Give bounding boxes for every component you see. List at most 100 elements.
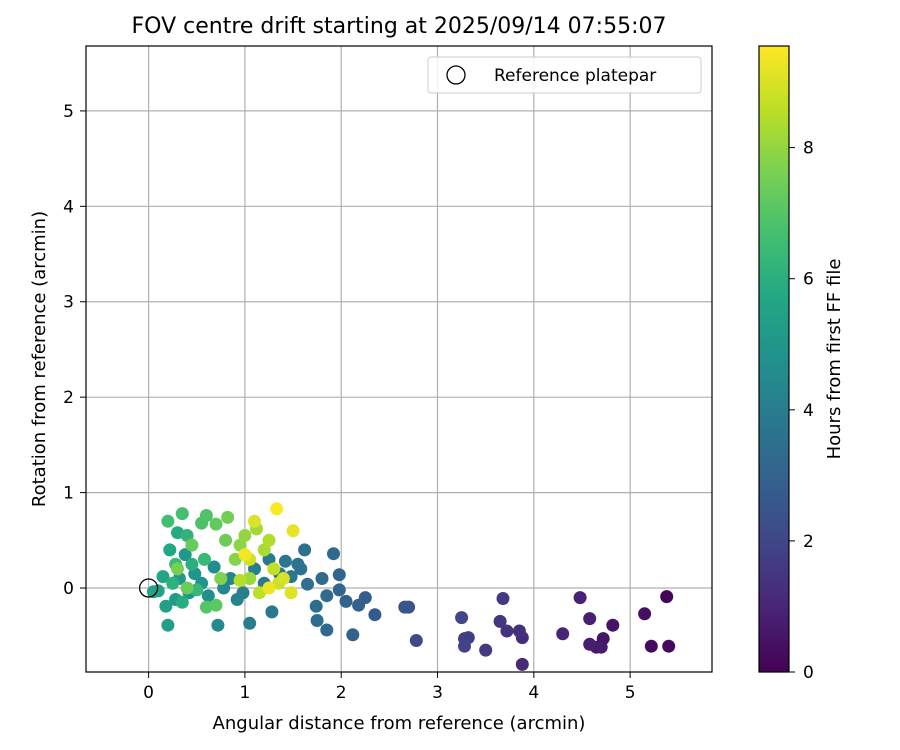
data-point [146, 585, 160, 599]
data-point [409, 634, 423, 647]
data-point [159, 599, 173, 613]
data-point [594, 640, 608, 654]
data-point [352, 598, 366, 612]
colorbar-tick-label: 6 [803, 270, 814, 290]
data-point [458, 639, 471, 653]
data-point [238, 548, 252, 562]
colorbar-tick-label: 4 [803, 401, 814, 421]
data-point [233, 573, 247, 587]
data-point [211, 618, 225, 632]
data-point [199, 509, 213, 522]
plot-frame [85, 45, 713, 673]
data-point [284, 586, 298, 600]
data-point [310, 614, 324, 627]
x-tick-label: 2 [336, 683, 347, 703]
x-tick-label: 5 [625, 683, 636, 703]
data-point [479, 643, 493, 657]
y-tick-label: 5 [63, 102, 74, 122]
data-point [573, 591, 587, 605]
y-tick-label: 0 [63, 579, 74, 599]
data-point [262, 581, 276, 595]
y-tick-label: 4 [63, 197, 74, 217]
data-point [286, 524, 300, 538]
data-point [243, 616, 257, 630]
colorbar-tick-label: 2 [803, 532, 814, 552]
data-point [638, 607, 652, 621]
legend: Reference platepar [427, 56, 702, 94]
data-point [201, 589, 215, 603]
data-point [327, 547, 340, 561]
data-point [180, 581, 194, 595]
data-point [248, 514, 261, 528]
data-point [606, 618, 620, 632]
data-point [320, 589, 334, 603]
data-point [219, 533, 233, 547]
data-point [185, 538, 199, 552]
x-tick-label: 1 [239, 683, 250, 703]
data-point [556, 627, 570, 641]
data-point [171, 562, 184, 576]
data-point [207, 560, 221, 574]
data-point [398, 600, 412, 614]
data-points [146, 502, 676, 671]
data-point [493, 614, 507, 628]
data-point [257, 543, 271, 557]
colorbar-label: Hours from first FF file [824, 259, 845, 460]
legend-marker-reference [446, 65, 466, 85]
data-point [315, 572, 329, 585]
x-tick-label: 0 [143, 683, 154, 703]
data-point [163, 543, 177, 557]
data-point [190, 583, 204, 597]
data-point [346, 628, 360, 642]
data-point [252, 586, 266, 600]
y-axis-label: Rotation from reference (arcmin) [29, 211, 50, 507]
y-tick-label: 3 [63, 293, 74, 313]
data-point [178, 548, 192, 562]
data-point [500, 624, 514, 638]
colorbar-tick-label: 8 [803, 139, 814, 159]
data-point [175, 595, 189, 609]
data-point [298, 543, 312, 557]
data-point [230, 593, 244, 606]
data-point [291, 557, 305, 571]
data-point [198, 552, 211, 566]
legend-box [427, 56, 702, 94]
colorbar-ticks: 0 2 4 6 8 [789, 139, 814, 683]
data-point [332, 568, 346, 582]
axis-ticks: 0 1 2 3 4 5 0 1 2 3 4 5 [63, 102, 635, 703]
data-point [496, 592, 510, 605]
data-point [320, 623, 334, 637]
data-point [185, 557, 199, 571]
data-point [161, 514, 175, 528]
data-point [332, 583, 346, 597]
data-point [209, 517, 223, 531]
data-point [180, 529, 194, 542]
data-point [267, 562, 281, 576]
data-point [265, 605, 279, 619]
data-point [301, 577, 314, 591]
x-tick-label: 3 [432, 683, 443, 703]
data-point [339, 594, 353, 608]
data-point [278, 554, 292, 568]
x-axis-label: Angular distance from reference (arcmin) [213, 713, 586, 734]
data-point [644, 639, 658, 653]
data-point [270, 502, 284, 516]
reference-layer [138, 578, 159, 598]
data-point [276, 572, 290, 585]
x-tick-label: 4 [528, 683, 539, 703]
data-point [228, 552, 242, 566]
data-point [161, 618, 175, 632]
reference-platepar-marker [138, 578, 159, 598]
colorbar-tick-label: 0 [803, 663, 814, 683]
data-point [368, 608, 382, 622]
chart-title: FOV centre drift starting at 2025/09/14 … [132, 14, 667, 39]
grid [86, 46, 712, 672]
data-point [214, 572, 228, 585]
data-point [309, 599, 323, 613]
data-point [662, 639, 676, 653]
data-point [583, 612, 597, 626]
data-point [660, 590, 674, 604]
y-tick-label: 1 [63, 484, 74, 504]
data-point [238, 529, 252, 542]
